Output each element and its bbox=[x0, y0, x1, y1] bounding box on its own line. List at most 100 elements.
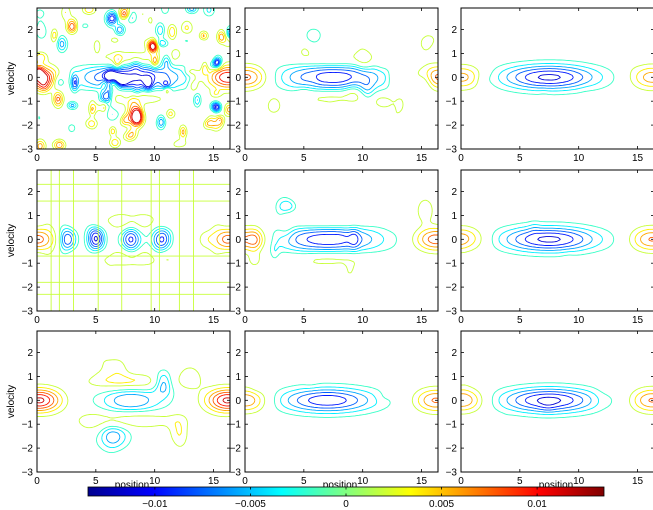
y-tick-label: 0 bbox=[235, 235, 241, 246]
contour-level bbox=[461, 232, 653, 247]
x-tick-label: 5 bbox=[93, 476, 99, 487]
contour-level bbox=[497, 63, 604, 92]
axes-frame bbox=[36, 7, 231, 150]
contour-level bbox=[245, 393, 438, 408]
contour-level bbox=[515, 391, 584, 411]
contour-level bbox=[245, 231, 438, 249]
y-axis-label: velocity bbox=[6, 62, 17, 95]
x-tick-label: 0 bbox=[458, 476, 464, 487]
x-tick-label: 15 bbox=[416, 153, 428, 164]
y-tick-label: 0 bbox=[451, 235, 457, 246]
y-tick-label: 2 bbox=[235, 25, 241, 36]
x-tick-label: 0 bbox=[34, 315, 40, 326]
contour-level bbox=[37, 391, 230, 409]
contour-level bbox=[498, 224, 603, 254]
contour-level bbox=[37, 11, 230, 146]
y-tick-label: 1 bbox=[27, 211, 33, 222]
contour-level bbox=[489, 59, 615, 96]
plot-area bbox=[245, 331, 438, 472]
contour-level bbox=[72, 13, 230, 111]
x-tick-label: 10 bbox=[357, 315, 369, 326]
contour-level bbox=[461, 63, 653, 92]
y-tick-label: 1 bbox=[451, 211, 457, 222]
y-tick-label: −3 bbox=[22, 145, 34, 156]
y-tick-label: −1 bbox=[22, 259, 34, 270]
y-tick-label: 1 bbox=[451, 49, 457, 60]
x-tick-label: 0 bbox=[242, 153, 248, 164]
x-tick-label: 5 bbox=[301, 315, 307, 326]
colorbar-tick-label: 0.005 bbox=[429, 499, 454, 510]
y-tick-label: −3 bbox=[446, 307, 458, 318]
contour-level bbox=[93, 235, 98, 242]
contour-level bbox=[269, 196, 397, 259]
contour-level bbox=[461, 67, 653, 87]
contour-level bbox=[245, 389, 438, 411]
contour-level bbox=[515, 68, 584, 87]
x-tick-label: 0 bbox=[242, 476, 248, 487]
axes-frame bbox=[36, 330, 231, 473]
contour-level bbox=[37, 8, 230, 149]
contour-lines bbox=[461, 220, 653, 258]
x-tick-label: 0 bbox=[34, 476, 40, 487]
contour-level bbox=[524, 232, 574, 246]
x-tick-label: 0 bbox=[34, 153, 40, 164]
y-tick-label: −3 bbox=[22, 468, 34, 479]
colorbar-tick-label: −0.01 bbox=[142, 499, 168, 510]
contour-level bbox=[524, 393, 574, 409]
x-tick-label: 10 bbox=[573, 476, 585, 487]
y-tick-label: −2 bbox=[446, 121, 458, 132]
contour-level bbox=[491, 382, 613, 419]
axes-frame bbox=[244, 7, 439, 150]
contour-level bbox=[37, 359, 230, 447]
y-tick-label: 0 bbox=[235, 73, 241, 84]
contour-level bbox=[245, 385, 438, 415]
y-tick-label: −3 bbox=[230, 307, 242, 318]
contour-lines bbox=[245, 28, 438, 114]
contour-level bbox=[461, 384, 653, 415]
y-tick-label: −2 bbox=[22, 444, 34, 455]
contour-level bbox=[537, 236, 561, 243]
contour-level bbox=[61, 228, 170, 250]
y-tick-label: −2 bbox=[446, 283, 458, 294]
y-tick-label: 2 bbox=[235, 348, 241, 359]
contour-level bbox=[315, 71, 352, 83]
contour-level bbox=[461, 71, 653, 83]
contour-level bbox=[37, 8, 230, 133]
plot-area bbox=[461, 170, 653, 311]
y-tick-label: 1 bbox=[235, 49, 241, 60]
y-tick-label: −2 bbox=[230, 121, 242, 132]
contour-lines bbox=[461, 59, 653, 96]
contour-level bbox=[300, 69, 371, 86]
contour-lines bbox=[37, 359, 230, 454]
x-tick-label: 5 bbox=[301, 476, 307, 487]
contour-level bbox=[101, 374, 171, 449]
plot-area bbox=[245, 170, 438, 311]
x-tick-label: 5 bbox=[517, 315, 523, 326]
x-tick-label: 15 bbox=[208, 315, 220, 326]
y-tick-label: −3 bbox=[230, 468, 242, 479]
contour-level bbox=[245, 227, 438, 252]
contour-level bbox=[506, 388, 592, 413]
axes-frame bbox=[244, 169, 439, 312]
x-tick-label: 0 bbox=[458, 153, 464, 164]
contour-level bbox=[245, 199, 438, 274]
contour-level bbox=[245, 69, 438, 85]
axes-frame bbox=[460, 169, 653, 312]
grid-artifact-lines bbox=[37, 170, 230, 311]
contour-level bbox=[289, 67, 379, 91]
contour-level bbox=[37, 8, 230, 149]
contour-level bbox=[536, 396, 562, 406]
x-tick-label: 10 bbox=[149, 476, 161, 487]
colorbar-ticks: −0.01 −0.005 0 0.005 0.01 bbox=[142, 487, 547, 510]
contour-level bbox=[37, 42, 230, 124]
x-tick-label: 15 bbox=[208, 476, 220, 487]
contour-level bbox=[506, 227, 593, 251]
y-tick-label: 2 bbox=[451, 348, 457, 359]
contour-level bbox=[306, 233, 359, 245]
y-tick-label: 0 bbox=[451, 396, 457, 407]
